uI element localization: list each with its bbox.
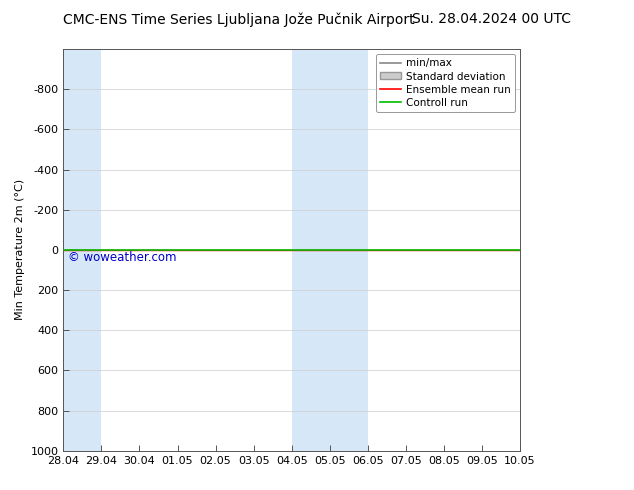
Bar — [292, 49, 368, 451]
Text: Su. 28.04.2024 00 UTC: Su. 28.04.2024 00 UTC — [411, 12, 571, 26]
Bar — [63, 49, 101, 451]
Y-axis label: Min Temperature 2m (°C): Min Temperature 2m (°C) — [15, 179, 25, 320]
Text: CMC-ENS Time Series Ljubljana Jože Pučnik Airport: CMC-ENS Time Series Ljubljana Jože Pučni… — [63, 12, 415, 27]
Legend: min/max, Standard deviation, Ensemble mean run, Controll run: min/max, Standard deviation, Ensemble me… — [375, 54, 515, 112]
Text: © woweather.com: © woweather.com — [68, 251, 176, 264]
